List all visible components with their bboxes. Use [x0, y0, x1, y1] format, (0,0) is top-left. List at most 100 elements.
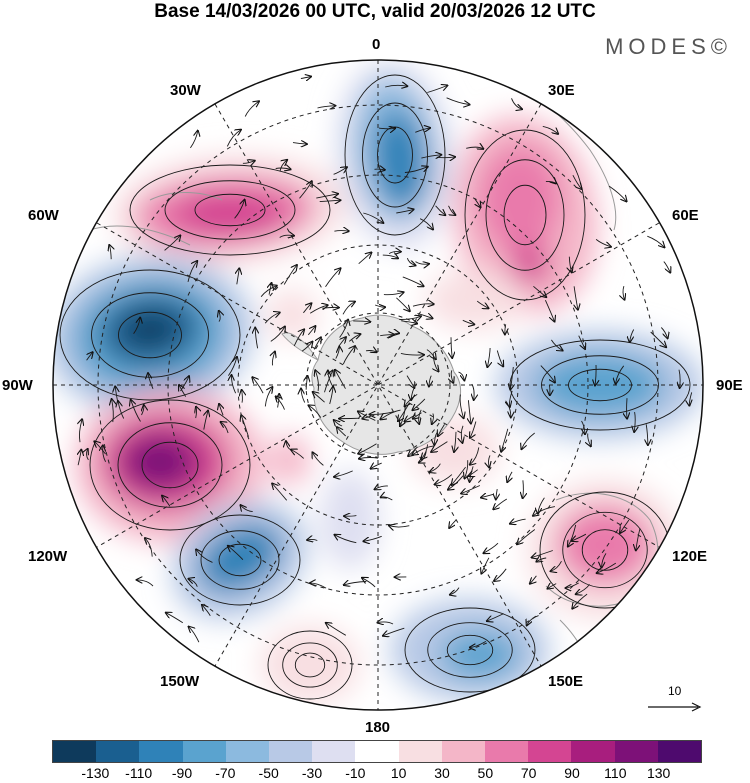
streamline-arrow: [189, 627, 200, 643]
streamline-arrow: [241, 505, 253, 513]
streamline-arrow: [576, 584, 590, 594]
streamline-arrow: [452, 466, 466, 485]
anomaly-blob: [198, 523, 282, 593]
graticule: [53, 60, 703, 710]
streamline-arrow: [481, 494, 494, 497]
streamline-arrow: [335, 347, 340, 359]
streamline-arrow: [219, 311, 220, 322]
streamline-arrow: [470, 421, 477, 438]
streamline-arrow: [689, 392, 691, 405]
streamline-loop: [194, 193, 266, 227]
colorbar-bin: [657, 741, 702, 762]
colorbar-tick-label: -10: [345, 765, 366, 781]
streamline-arrow: [533, 285, 546, 297]
streamline-arrow: [481, 557, 490, 574]
streamline-arrow: [532, 550, 553, 558]
streamline-arrow: [412, 304, 434, 306]
streamline-arrow: [362, 415, 375, 419]
streamline-arrow: [484, 542, 499, 553]
streamline-arrow: [663, 261, 671, 273]
colorbar-bin: [571, 741, 615, 762]
streamline-loop: [59, 269, 241, 401]
streamline-arrow: [300, 77, 311, 79]
streamline-arrow: [421, 155, 441, 158]
streamline-arrow: [78, 450, 81, 466]
streamline-arrow: [363, 535, 382, 541]
streamline-arrow: [595, 364, 596, 385]
streamline-arrow: [433, 352, 438, 372]
streamline-arrow: [272, 352, 275, 366]
streamline-arrow: [202, 605, 211, 617]
anomaly-blob: [440, 631, 520, 679]
streamline-arrow: [450, 587, 460, 595]
streamline-loop: [503, 184, 547, 246]
streamline-arrow: [189, 579, 198, 587]
streamline-arrow: [400, 353, 424, 355]
streamline-arrow: [378, 128, 395, 129]
vector-reference-arrow-icon: [648, 702, 702, 712]
streamline-arrow: [487, 613, 504, 621]
streamline-arrow: [468, 400, 471, 423]
streamline-arrow: [79, 419, 82, 443]
streamline-arrow: [427, 86, 447, 93]
streamline-arrow: [566, 582, 579, 588]
streamline-arrow: [548, 584, 557, 589]
streamline-arrow: [264, 387, 272, 407]
streamline-arrow: [574, 286, 578, 309]
streamline-arrow: [636, 528, 641, 550]
colorbar-bin: [312, 741, 356, 762]
streamline-arrow: [413, 398, 426, 410]
streamline-arrow: [470, 447, 480, 464]
streamline-arrow: [402, 276, 424, 286]
streamline-arrow: [431, 441, 448, 452]
streamline-arrow: [588, 433, 591, 447]
streamline-arrow: [148, 373, 154, 389]
streamline-arrow: [505, 324, 506, 334]
streamline-arrow: [339, 320, 349, 338]
chart-title: Base 14/03/2026 00 UTC, valid 20/03/2026…: [154, 1, 596, 22]
streamline-arrow: [315, 370, 318, 391]
streamline-arrow: [507, 471, 512, 482]
streamline-arrow: [530, 575, 537, 584]
streamline-arrow: [131, 400, 141, 422]
streamline-arrow: [381, 497, 393, 501]
colorbar-tick-label: 110: [604, 765, 627, 781]
streamline-arrow: [145, 538, 153, 557]
anomaly-blob: [260, 625, 360, 705]
streamline-arrow: [527, 615, 539, 626]
streamline-arrow: [112, 399, 114, 423]
streamline-arrow: [319, 200, 341, 201]
streamline-arrow: [269, 283, 271, 295]
streamline-arrow: [371, 463, 382, 469]
streamline-arrow: [646, 424, 648, 445]
streamline-arrow: [293, 329, 304, 347]
streamline-arrow: [449, 519, 457, 528]
streamline-loop: [485, 159, 565, 271]
streamline-arrow: [374, 305, 385, 307]
streamline-arrow: [470, 641, 487, 647]
streamline-arrow: [309, 405, 322, 418]
streamline-arrow: [279, 160, 287, 172]
streamline-arrow: [241, 415, 249, 437]
streamline-arrow: [406, 257, 415, 265]
streamline-arrow: [303, 303, 311, 314]
streamline-arrow: [432, 413, 434, 425]
colorbar-tick-label: -110: [125, 765, 153, 781]
streamline-arrow: [330, 387, 333, 405]
colorbar-tick-label: -30: [301, 765, 323, 781]
colorbar-bin: [441, 741, 486, 762]
vector-reference: 10: [646, 684, 704, 720]
streamline-arrow: [415, 128, 430, 133]
anomaly-blob: [510, 245, 550, 285]
streamline-arrow: [301, 389, 306, 403]
streamline-arrow: [334, 470, 353, 477]
colorbar-tick-label: 130: [646, 765, 671, 781]
streamline-loop: [89, 399, 251, 531]
vector-reference-value: 10: [668, 684, 682, 698]
streamline-arrow: [551, 339, 562, 351]
streamline-arrow: [244, 101, 259, 117]
anomaly-blob: [126, 314, 174, 346]
streamline-arrow: [334, 420, 343, 426]
streamline-arrow: [334, 231, 348, 232]
